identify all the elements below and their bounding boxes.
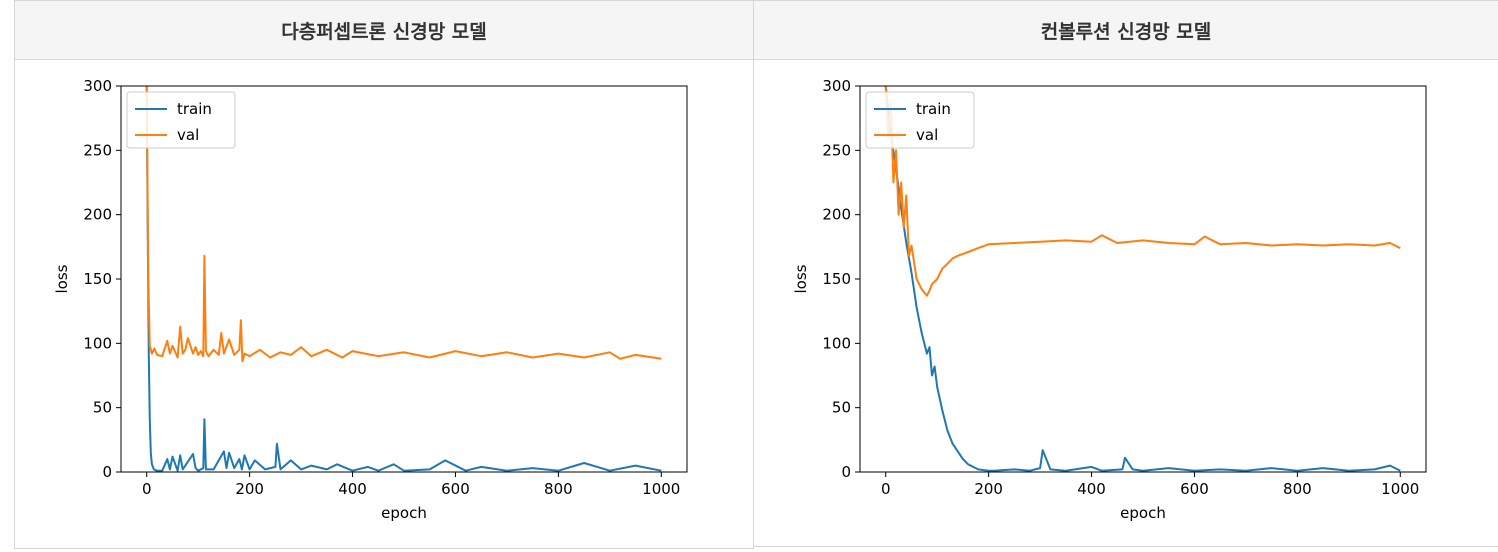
chart-cell-cnn: 0 200 400 600 800 1000 0 50 100 150 200 250 300 epoch… [754, 60, 1498, 547]
legend-label-val: val [916, 126, 938, 144]
y-tick-label: 0 [841, 463, 851, 481]
table-header-mlp: 다층퍼셉트론 신경망 모델 [15, 1, 754, 60]
header-label: 컨볼루션 신경망 모델 [1040, 20, 1212, 43]
y-tick-label: 300 [822, 77, 851, 95]
x-tick-label: 800 [544, 480, 573, 498]
x-tick-label: 0 [881, 480, 891, 498]
x-tick-label: 600 [441, 480, 470, 498]
series-line-train [145, 86, 662, 472]
series-line-train [884, 86, 1401, 472]
x-axis-label: epoch [381, 504, 427, 522]
header-label: 다층퍼셉트론 신경망 모델 [281, 20, 487, 43]
y-tick-label: 150 [822, 270, 851, 288]
x-axis-label: epoch [1120, 504, 1166, 522]
y-tick-label: 150 [83, 270, 112, 288]
x-tick-label: 200 [974, 480, 1003, 498]
y-tick-label: 250 [822, 141, 851, 159]
loss-chart-mlp: 0 200 400 600 800 1000 0 50 100 150 200 250 300 epoch… [53, 77, 688, 522]
y-tick-label: 100 [83, 334, 112, 352]
loss-chart-cnn: 0 200 400 600 800 1000 0 50 100 150 200 250 300 epoch… [792, 77, 1427, 522]
series-line-val [145, 86, 662, 363]
y-tick-label: 250 [83, 141, 112, 159]
y-tick-label: 50 [93, 399, 112, 417]
legend-label-train: train [177, 100, 212, 118]
legend-label-val: val [177, 126, 199, 144]
x-tick-label: 800 [1283, 480, 1312, 498]
x-tick-label: 1000 [1381, 480, 1419, 498]
table-header-cnn: 컨볼루션 신경망 모델 [754, 1, 1498, 60]
legend-label-train: train [916, 100, 951, 118]
x-tick-label: 200 [235, 480, 264, 498]
y-tick-label: 0 [102, 463, 112, 481]
comparison-table: 다층퍼셉트론 신경망 모델 컨볼루션 신경망 모델 0 200 400 600 800 1… [14, 0, 1498, 549]
y-axis-label: loss [792, 264, 810, 293]
y-axis-label: loss [53, 264, 71, 293]
y-tick-label: 100 [822, 334, 851, 352]
x-tick-label: 600 [1180, 480, 1209, 498]
y-tick-label: 300 [83, 77, 112, 95]
y-tick-label: 50 [832, 399, 851, 417]
chart-cell-mlp: 0 200 400 600 800 1000 0 50 100 150 200 250 300 epoch… [15, 60, 754, 549]
x-tick-label: 0 [142, 480, 152, 498]
x-tick-label: 1000 [642, 480, 680, 498]
y-tick-label: 200 [822, 206, 851, 224]
y-tick-label: 200 [83, 206, 112, 224]
x-tick-label: 400 [338, 480, 367, 498]
series-line-val [884, 86, 1401, 297]
x-tick-label: 400 [1077, 480, 1106, 498]
